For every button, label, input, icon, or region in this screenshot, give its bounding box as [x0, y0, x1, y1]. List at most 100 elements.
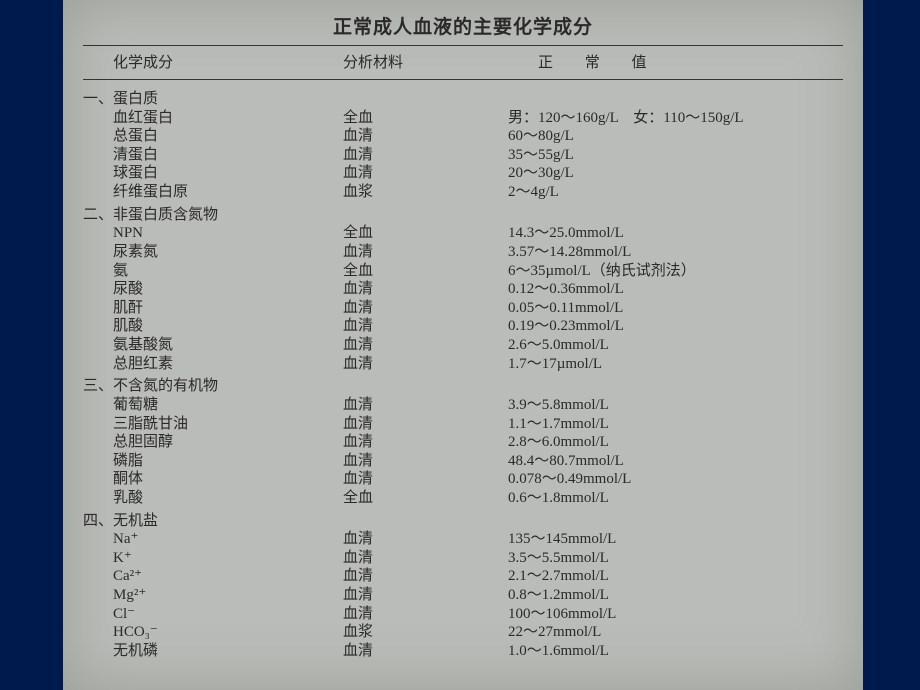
cell-value: 6～35µmol/L（纳氏试剂法） — [508, 264, 843, 279]
cell-material: 血清 — [343, 245, 508, 260]
cell-name: Ca²⁺ — [83, 569, 343, 584]
cell-material: 血清 — [343, 129, 508, 144]
cell-name: Na⁺ — [83, 532, 343, 547]
table-row: 三脂酰甘油血清1.1～1.7mmol/L — [83, 415, 843, 434]
divider — [83, 79, 843, 80]
cell-name: HCO₃⁻ — [83, 625, 343, 640]
table-row: 总蛋白血清60～80g/L — [83, 127, 843, 146]
table-header-row: 化学成分 分析材料 正 常 值 — [83, 52, 843, 79]
cell-name: 氨基酸氮 — [83, 338, 343, 353]
table-row: 氨基酸氮血清2.6～5.0mmol/L — [83, 336, 843, 355]
table-row: 无机磷血清1.0～1.6mmol/L — [83, 642, 843, 661]
cell-name: 血红蛋白 — [83, 111, 343, 126]
cell-name: 总胆固醇 — [83, 435, 343, 450]
cell-value: 2.1～2.7mmol/L — [508, 569, 843, 584]
cell-name: 无机磷 — [83, 644, 343, 659]
section-heading-text: 一、蛋白质 — [83, 92, 313, 107]
cell-material: 血清 — [343, 569, 508, 584]
cell-value: 2.8～6.0mmol/L — [508, 435, 843, 450]
cell-name: 总蛋白 — [83, 129, 343, 144]
cell-value: 22～27mmol/L — [508, 625, 843, 640]
section-heading-text: 二、非蛋白质含氮物 — [83, 208, 313, 223]
cell-value: 2～4g/L — [508, 185, 843, 200]
table-row: 肌酸血清0.19～0.23mmol/L — [83, 318, 843, 337]
cell-name: 葡萄糖 — [83, 398, 343, 413]
cell-name: 清蛋白 — [83, 148, 343, 163]
cell-value: 0.19～0.23mmol/L — [508, 319, 843, 334]
cell-value: 0.12～0.36mmol/L — [508, 282, 843, 297]
table-row: 尿素氮血清3.57～14.28mmol/L — [83, 243, 843, 262]
cell-name: 肌酸 — [83, 319, 343, 334]
cell-value: 3.5～5.5mmol/L — [508, 551, 843, 566]
cell-material: 血清 — [343, 607, 508, 622]
cell-value: 男：120～160g/L 女：110～150g/L — [508, 111, 843, 126]
cell-value: 0.8～1.2mmol/L — [508, 588, 843, 603]
cell-name: 纤维蛋白原 — [83, 185, 343, 200]
cell-material: 全血 — [343, 111, 508, 126]
cell-material: 血清 — [343, 282, 508, 297]
cell-name: 氨 — [83, 264, 343, 279]
cell-material: 血清 — [343, 357, 508, 372]
cell-value: 0.6～1.8mmol/L — [508, 491, 843, 506]
cell-name: 酮体 — [83, 472, 343, 487]
cell-value: 35～55g/L — [508, 148, 843, 163]
section-heading-text: 四、无机盐 — [83, 514, 313, 529]
section-heading: 四、无机盐 — [83, 508, 843, 531]
cell-material: 血清 — [343, 588, 508, 603]
cell-material: 血清 — [343, 644, 508, 659]
cell-name: 磷脂 — [83, 454, 343, 469]
cell-material: 血清 — [343, 319, 508, 334]
document-page: 正常成人血液的主要化学成分 化学成分 分析材料 正 常 值 一、蛋白质血红蛋白全… — [63, 0, 863, 690]
table-row: HCO₃⁻血浆22～27mmol/L — [83, 623, 843, 642]
cell-name: 总胆红素 — [83, 357, 343, 372]
divider — [83, 45, 843, 46]
cell-material: 全血 — [343, 226, 508, 241]
cell-value: 48.4～80.7mmol/L — [508, 454, 843, 469]
cell-name: K⁺ — [83, 551, 343, 566]
table-row: 球蛋白血清20～30g/L — [83, 165, 843, 184]
cell-value: 20～30g/L — [508, 166, 843, 181]
cell-material: 血清 — [343, 148, 508, 163]
table-row: Ca²⁺血清2.1～2.7mmol/L — [83, 568, 843, 587]
cell-material: 血清 — [343, 417, 508, 432]
header-normal-value: 正 常 值 — [508, 56, 843, 71]
table-row: 乳酸全血0.6～1.8mmol/L — [83, 489, 843, 508]
table-row: 尿酸血清0.12～0.36mmol/L — [83, 280, 843, 299]
table-row: 葡萄糖血清3.9～5.8mmol/L — [83, 396, 843, 415]
cell-material: 血清 — [343, 472, 508, 487]
cell-value: 0.078～0.49mmol/L — [508, 472, 843, 487]
cell-name: 尿酸 — [83, 282, 343, 297]
cell-value: 1.7～17µmol/L — [508, 357, 843, 372]
table-row: 总胆红素血清1.7～17µmol/L — [83, 355, 843, 374]
cell-material: 血清 — [343, 532, 508, 547]
cell-value: 1.0～1.6mmol/L — [508, 644, 843, 659]
cell-name: 肌酐 — [83, 301, 343, 316]
cell-name: Mg²⁺ — [83, 588, 343, 603]
table-row: 清蛋白血清35～55g/L — [83, 146, 843, 165]
table-row: 总胆固醇血清2.8～6.0mmol/L — [83, 433, 843, 452]
cell-value: 2.6～5.0mmol/L — [508, 338, 843, 353]
cell-name: 尿素氮 — [83, 245, 343, 260]
table-body: 一、蛋白质血红蛋白全血男：120～160g/L 女：110～150g/L总蛋白血… — [83, 86, 843, 661]
cell-name: 球蛋白 — [83, 166, 343, 181]
cell-value: 3.9～5.8mmol/L — [508, 398, 843, 413]
cell-material: 血清 — [343, 301, 508, 316]
cell-material: 血清 — [343, 338, 508, 353]
cell-value: 0.05～0.11mmol/L — [508, 301, 843, 316]
cell-value: 1.1～1.7mmol/L — [508, 417, 843, 432]
cell-material: 全血 — [343, 491, 508, 506]
header-chemical: 化学成分 — [83, 56, 343, 71]
table-row: 酮体血清0.078～0.49mmol/L — [83, 470, 843, 489]
cell-material: 血清 — [343, 166, 508, 181]
section-heading: 三、不含氮的有机物 — [83, 373, 843, 396]
cell-name: Cl⁻ — [83, 607, 343, 622]
table-row: K⁺血清3.5～5.5mmol/L — [83, 549, 843, 568]
table-row: 肌酐血清0.05～0.11mmol/L — [83, 299, 843, 318]
cell-name: 乳酸 — [83, 491, 343, 506]
cell-material: 血浆 — [343, 625, 508, 640]
header-material: 分析材料 — [343, 56, 508, 71]
page-title: 正常成人血液的主要化学成分 — [83, 18, 843, 45]
table-row: 磷脂血清48.4～80.7mmol/L — [83, 452, 843, 471]
cell-material: 血清 — [343, 551, 508, 566]
cell-value: 100～106mmol/L — [508, 607, 843, 622]
